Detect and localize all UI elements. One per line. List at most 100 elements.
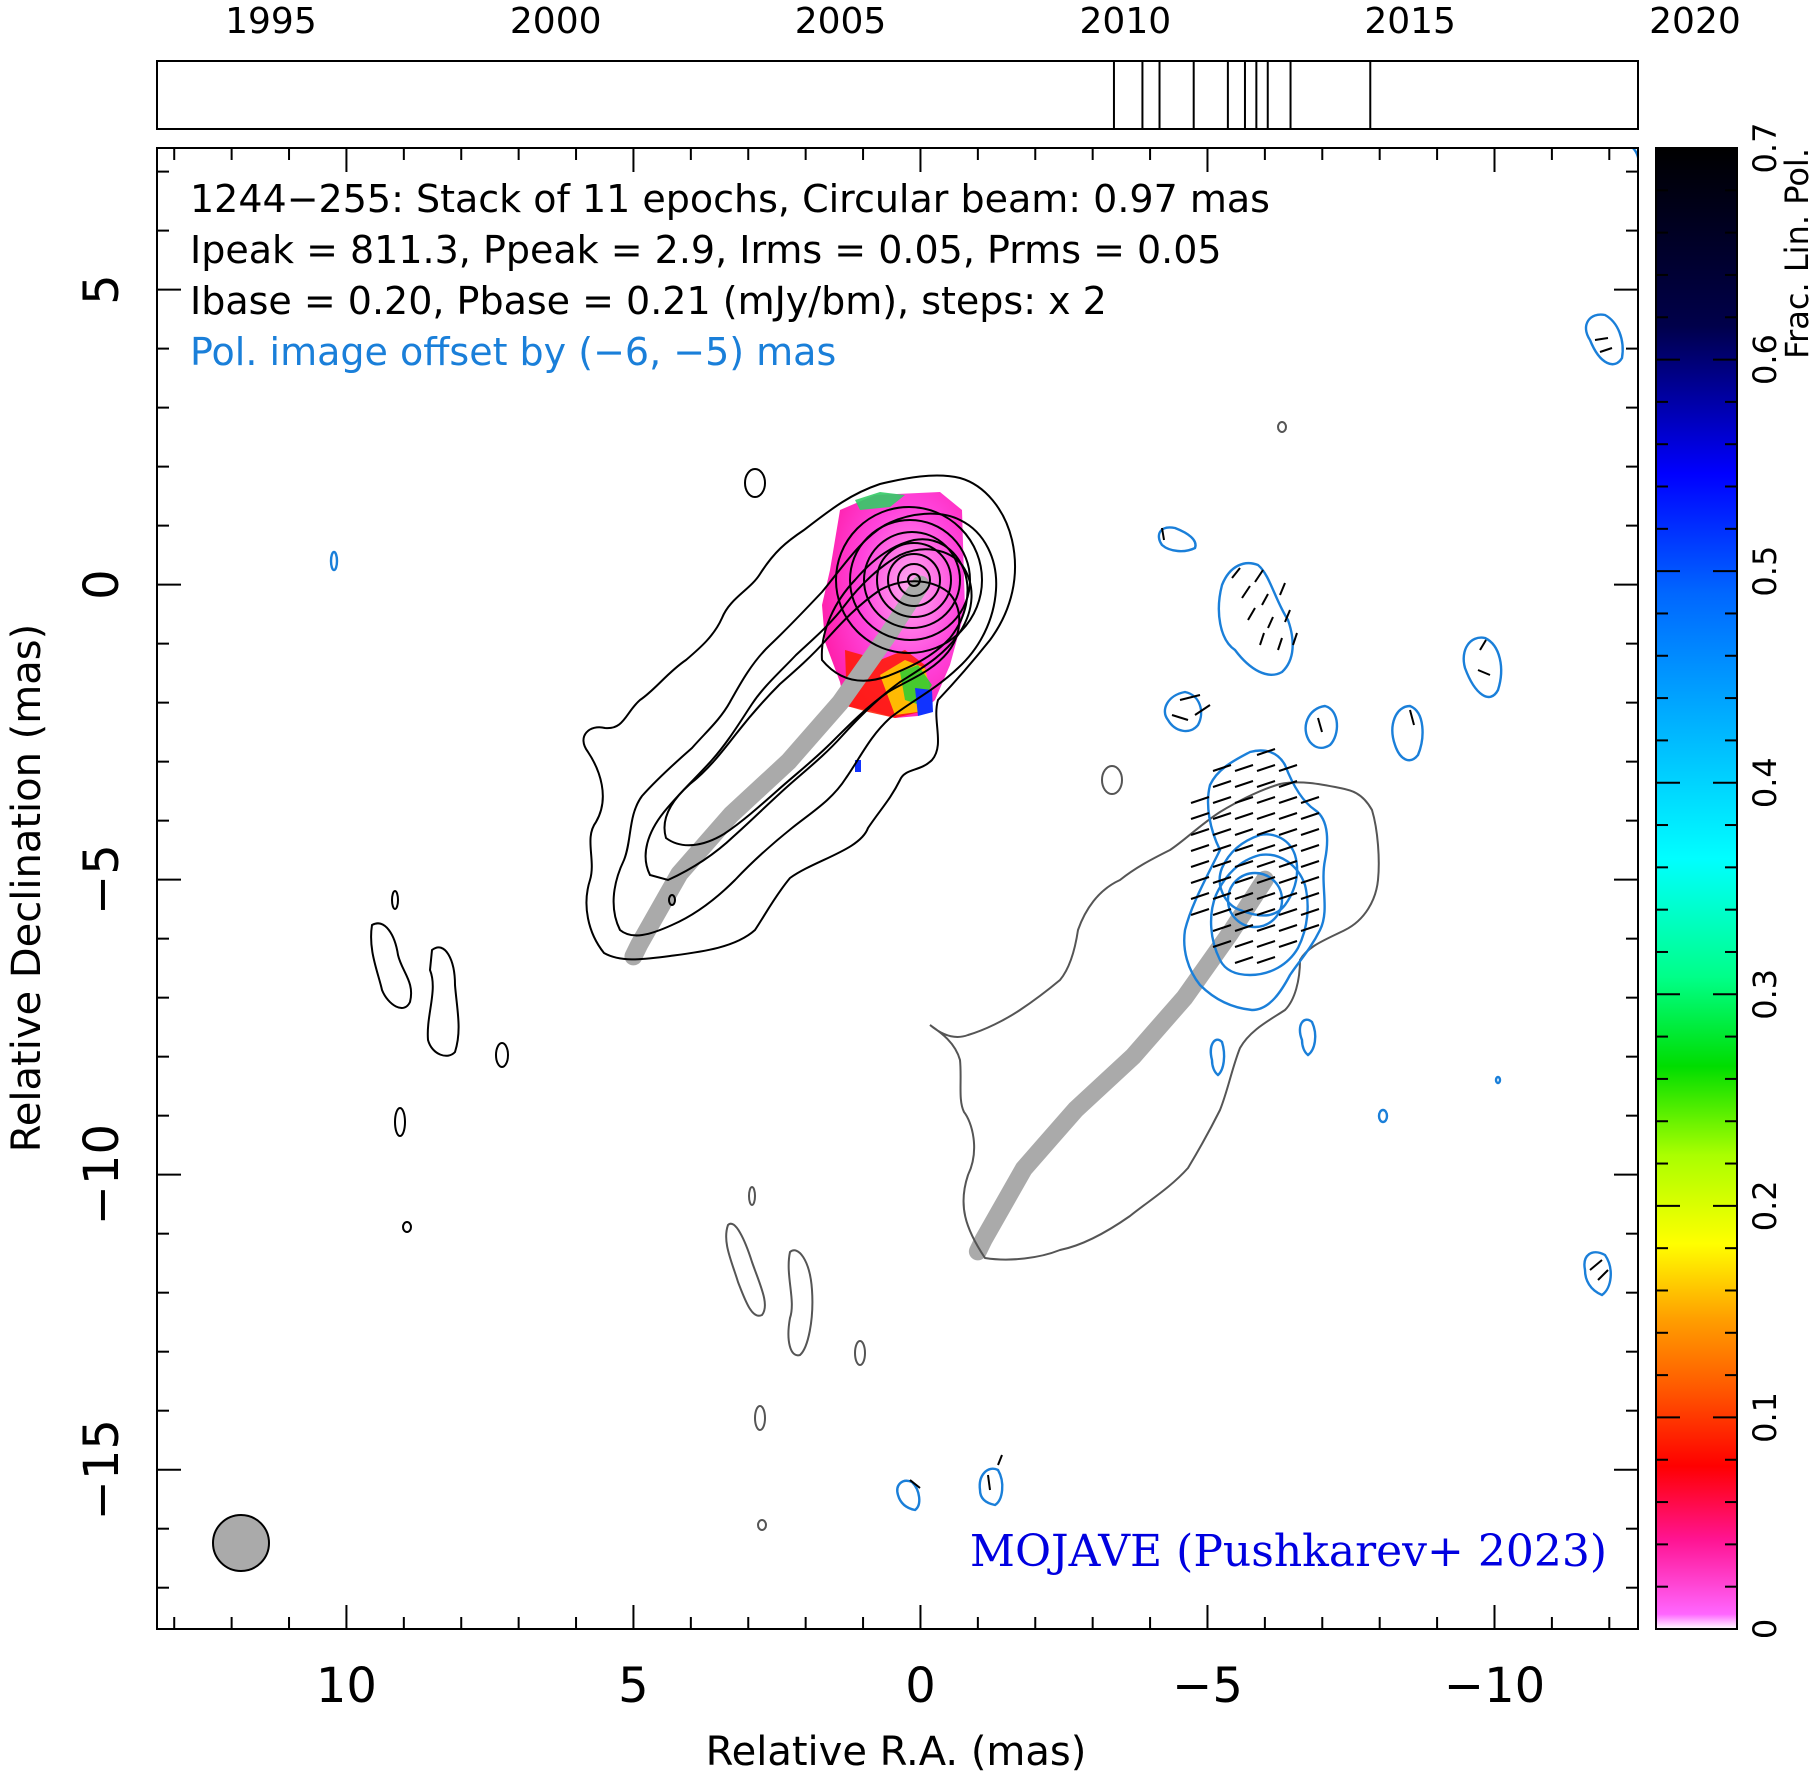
timeline-tick-label: 1995 xyxy=(225,1,317,42)
colorbar-tick-label: 0.6 xyxy=(1746,334,1784,385)
colorbar-tick-label: 0.7 xyxy=(1746,123,1784,174)
evpa-stick xyxy=(1256,748,1276,756)
colorbar-tick-label: 0.3 xyxy=(1746,969,1784,1020)
evpa-stick xyxy=(1278,940,1298,948)
jet-ridge-line xyxy=(624,575,930,966)
evpa-stick xyxy=(1234,796,1254,804)
evpa-stick xyxy=(1234,956,1254,964)
evpa-stick xyxy=(1234,764,1254,772)
y-tick-label: −5 xyxy=(74,844,130,915)
timeline-frame xyxy=(156,60,1639,130)
timeline-tick-label: 2005 xyxy=(795,1,887,42)
y-tick-label: −10 xyxy=(74,1124,130,1225)
evpa-stick xyxy=(1278,844,1298,852)
evpa-stick xyxy=(1278,812,1298,820)
evpa-stick xyxy=(1256,844,1276,852)
evpa-stick xyxy=(1256,892,1276,900)
evpa-stick xyxy=(1256,796,1276,804)
evpa-stick xyxy=(1278,924,1298,932)
evpa-stick xyxy=(1190,876,1210,884)
colorbar-tick-label: 0.5 xyxy=(1746,546,1784,597)
colorbar-label: Frac. Lin. Pol. xyxy=(1778,148,1816,359)
evpa-stick xyxy=(1212,940,1232,948)
evpa-stick xyxy=(1278,764,1298,772)
evpa-stick xyxy=(1256,908,1276,916)
map-tick-labels: 10 5 0 −5 −10 5 0 −5 −10 −15 xyxy=(74,274,1545,1714)
evpa-stick xyxy=(1300,892,1320,900)
evpa-sticks xyxy=(909,337,1613,1491)
evpa-stick xyxy=(1256,876,1276,884)
evpa-stick xyxy=(1300,796,1320,804)
evpa-stick xyxy=(1212,796,1232,804)
x-axis-label: Relative R.A. (mas) xyxy=(706,1729,1087,1775)
evpa-stick xyxy=(1190,796,1210,804)
x-tick-label: 0 xyxy=(905,1658,936,1714)
colorbar-tick-label: 0.1 xyxy=(1746,1392,1784,1443)
timeline-tick-label: 2010 xyxy=(1080,1,1172,42)
info-line-3: Ibase = 0.20, Pbase = 0.21 (mJy/bm), ste… xyxy=(190,279,1107,323)
evpa-stick xyxy=(1234,892,1254,900)
evpa-stick xyxy=(1212,908,1232,916)
evpa-stick xyxy=(1212,876,1232,884)
evpa-stick xyxy=(1212,828,1232,836)
evpa-stick xyxy=(1300,876,1320,884)
x-tick-label: 5 xyxy=(618,1658,649,1714)
x-tick-label: −5 xyxy=(1172,1658,1243,1714)
evpa-stick xyxy=(1278,892,1298,900)
evpa-stick xyxy=(1256,940,1276,948)
info-line-1: 1244−255: Stack of 11 epochs, Circular b… xyxy=(190,177,1270,221)
evpa-stick xyxy=(1234,780,1254,788)
evpa-stick xyxy=(1190,908,1210,916)
timeline-tick-label: 2015 xyxy=(1364,1,1456,42)
evpa-stick xyxy=(1234,876,1254,884)
polarized-intensity-contours xyxy=(329,148,1638,1512)
evpa-stick xyxy=(1234,812,1254,820)
evpa-stick xyxy=(1212,892,1232,900)
colorbar-gradient xyxy=(1656,148,1737,1629)
evpa-stick xyxy=(1300,908,1320,916)
evpa-stick xyxy=(1256,828,1276,836)
y-axis-label: Relative Declination (mas) xyxy=(4,624,50,1152)
evpa-stick xyxy=(1278,780,1298,788)
evpa-stick xyxy=(1212,780,1232,788)
evpa-stick xyxy=(1234,924,1254,932)
epoch-timeline: 1995 2000 2005 2010 2015 2020 xyxy=(156,1,1741,130)
colorbar-tick-label: 0.4 xyxy=(1746,757,1784,808)
colorbar-frame xyxy=(1655,147,1738,1630)
evpa-stick xyxy=(1190,892,1210,900)
evpa-stick xyxy=(1256,860,1276,868)
colorbar-tick-label: 0 xyxy=(1746,1619,1784,1639)
evpa-stick xyxy=(1234,940,1254,948)
y-tick-label: 5 xyxy=(74,274,130,305)
evpa-stick xyxy=(1300,844,1320,852)
timeline-tick-label: 2000 xyxy=(510,1,602,42)
evpa-stick xyxy=(1278,860,1298,868)
x-tick-label: 10 xyxy=(316,1658,377,1714)
evpa-stick xyxy=(1278,876,1298,884)
evpa-stick xyxy=(1234,908,1254,916)
y-tick-label: 0 xyxy=(74,569,130,600)
evpa-stick xyxy=(1300,828,1320,836)
offset-note: Pol. image offset by (−6, −5) mas xyxy=(190,330,836,374)
evpa-stick xyxy=(1278,908,1298,916)
evpa-stick xyxy=(1234,860,1254,868)
y-tick-label: −15 xyxy=(74,1419,130,1520)
timeline-tick-label: 2020 xyxy=(1649,1,1741,42)
evpa-stick xyxy=(1300,812,1320,820)
evpa-stick xyxy=(1300,924,1320,932)
evpa-stick xyxy=(1212,844,1232,852)
map-frame xyxy=(156,147,1639,1630)
colorbar-tick-label: 0.2 xyxy=(1746,1180,1784,1231)
colorbar: 0 0.1 0.2 0.3 0.4 0.5 0.6 0.7 Frac. Lin. Pol. xyxy=(1655,123,1816,1639)
evpa-stick xyxy=(1190,828,1210,836)
evpa-stick xyxy=(1234,844,1254,852)
evpa-stick xyxy=(1278,796,1298,804)
stokes-i-contours xyxy=(370,468,1017,1233)
evpa-stick xyxy=(1212,860,1232,868)
evpa-stick xyxy=(1190,812,1210,820)
credit-label: MOJAVE (Pushkarev+ 2023) xyxy=(970,1526,1607,1577)
x-tick-label: −10 xyxy=(1444,1658,1545,1714)
evpa-stick xyxy=(1256,780,1276,788)
evpa-stick xyxy=(1256,812,1276,820)
